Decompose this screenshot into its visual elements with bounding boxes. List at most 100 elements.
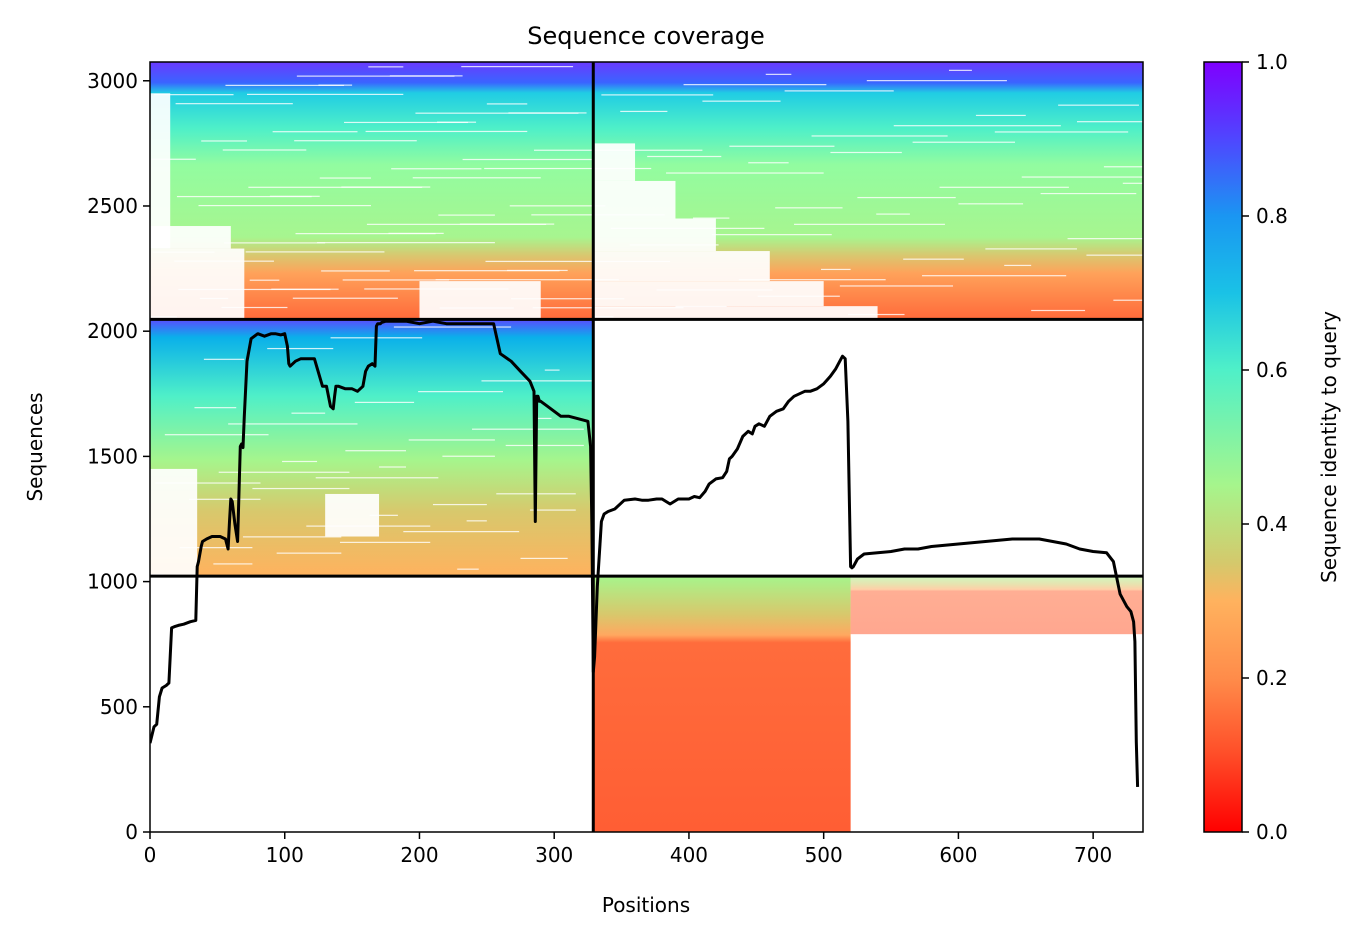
streak-ur-7 xyxy=(629,244,719,246)
streak-ul-15 xyxy=(412,177,541,179)
y-tick-label-3000: 3000 xyxy=(87,69,138,93)
streak-ul-4 xyxy=(435,279,619,281)
streak-ml-6 xyxy=(529,509,576,511)
streak-ul-16 xyxy=(484,167,652,170)
streak-ur-37 xyxy=(939,186,1069,188)
streak-ml-27 xyxy=(242,536,342,538)
streak-ml-25 xyxy=(520,557,568,560)
x-tick-label-600: 600 xyxy=(939,843,977,867)
colorbar-tick-label-2: 0.4 xyxy=(1256,512,1288,536)
y-tick-label-1500: 1500 xyxy=(87,444,138,468)
streak-ml-33 xyxy=(218,471,350,473)
streak-ml-9 xyxy=(315,477,439,479)
streak-ur-34 xyxy=(692,217,730,219)
streak-ul-55 xyxy=(439,307,514,309)
streak-ml-15 xyxy=(291,412,326,414)
streak-ur-22 xyxy=(784,90,894,92)
streak-ul-52 xyxy=(225,84,345,86)
chain-dividers xyxy=(150,62,1143,832)
streak-ml-7 xyxy=(189,498,261,500)
streak-ur-18 xyxy=(994,131,1129,133)
gap-region-6 xyxy=(593,251,770,282)
streak-ml-16 xyxy=(354,401,415,404)
streak-ml-38 xyxy=(535,417,552,420)
streak-ul-56 xyxy=(511,298,625,300)
streak-ul-24 xyxy=(247,93,404,96)
streak-ur-29 xyxy=(820,268,851,271)
streak-ul-11 xyxy=(531,214,665,216)
streak-ur-10 xyxy=(876,213,910,215)
streak-ur-45 xyxy=(1058,104,1139,106)
colorbar-ticks: 0.0 0.2 0.4 0.6 0.8 1.0 xyxy=(1242,50,1288,844)
streak-ul-41 xyxy=(248,186,423,188)
y-axis-ticks: 0 500 1000 1500 2000 2500 3000 xyxy=(87,69,150,844)
streak-ul-51 xyxy=(154,94,234,96)
gap-region-0 xyxy=(150,248,245,320)
streak-ul-33 xyxy=(485,260,671,263)
streak-ur-27 xyxy=(656,289,773,291)
streak-ul-32 xyxy=(414,270,560,272)
streak-ml-34 xyxy=(282,460,318,463)
streak-ur-49 xyxy=(847,313,905,316)
streak-ml-1 xyxy=(213,563,253,565)
streak-ul-40 xyxy=(176,195,312,198)
streak-ul-8 xyxy=(317,242,495,244)
colorbar-label: Sequence identity to query xyxy=(1317,311,1341,583)
streak-ul-45 xyxy=(533,149,703,151)
streak-ml-26 xyxy=(179,547,253,549)
streak-ul-42 xyxy=(319,177,371,179)
streak-ul-3 xyxy=(364,288,509,290)
streak-ul-44 xyxy=(462,158,592,161)
streak-ur-30 xyxy=(903,258,964,260)
streak-ml-35 xyxy=(345,450,406,452)
chart-title: Sequence coverage xyxy=(527,22,764,50)
streak-ur-24 xyxy=(948,69,972,71)
streak-ur-48 xyxy=(765,73,792,75)
streak-ml-32 xyxy=(155,482,261,484)
gap-region-10 xyxy=(150,468,198,577)
streak-ml-12 xyxy=(505,444,584,447)
gap-region-2 xyxy=(150,226,231,249)
y-axis-label: Sequences xyxy=(23,392,47,501)
streak-ur-47 xyxy=(683,84,827,86)
streak-ur-39 xyxy=(1103,166,1143,168)
streak-ml-30 xyxy=(432,503,487,506)
streak-ur-19 xyxy=(1076,121,1143,123)
streak-ur-42 xyxy=(811,135,948,137)
streak-ml-18 xyxy=(481,380,592,382)
colorbar: 0.0 0.2 0.4 0.6 0.8 1.0 Sequence identity to … xyxy=(1203,50,1341,844)
block-lower-right xyxy=(593,576,851,832)
x-axis-ticks: 0 100 200 300 400 500 600 700 xyxy=(144,832,1112,867)
x-tick-label-100: 100 xyxy=(266,843,304,867)
streak-ul-1 xyxy=(221,306,288,309)
streak-ml-2 xyxy=(276,552,342,554)
colorbar-tick-label-5: 1.0 xyxy=(1256,50,1288,74)
block-lower-right-sparse xyxy=(850,576,1143,635)
streak-ur-44 xyxy=(975,114,1026,117)
streak-ml-23 xyxy=(393,326,512,328)
streak-ul-50 xyxy=(486,103,528,105)
streak-ml-11 xyxy=(442,455,495,457)
streak-ul-57 xyxy=(178,288,331,291)
x-tick-label-700: 700 xyxy=(1074,843,1112,867)
streak-ur-8 xyxy=(711,234,832,236)
x-tick-label-200: 200 xyxy=(400,843,438,867)
x-tick-label-0: 0 xyxy=(144,843,157,867)
gap-stripes xyxy=(150,66,1143,577)
colorbar-tick-label-4: 0.8 xyxy=(1256,204,1288,228)
streak-ur-5 xyxy=(1004,264,1032,267)
x-tick-label-500: 500 xyxy=(805,843,843,867)
colorbar-gradient xyxy=(1204,62,1242,832)
streak-ul-18 xyxy=(222,149,307,151)
x-tick-label-300: 300 xyxy=(535,843,573,867)
streak-ul-27 xyxy=(461,66,574,68)
streak-ul-17 xyxy=(151,158,196,160)
colorbar-tick-label-0: 0.0 xyxy=(1256,820,1288,844)
streak-ul-6 xyxy=(174,260,274,262)
streak-ur-17 xyxy=(912,141,1016,143)
streak-ul-36 xyxy=(295,233,436,235)
streak-ml-3 xyxy=(339,541,431,543)
streak-ul-23 xyxy=(175,103,293,105)
streak-ml-10 xyxy=(379,466,406,468)
